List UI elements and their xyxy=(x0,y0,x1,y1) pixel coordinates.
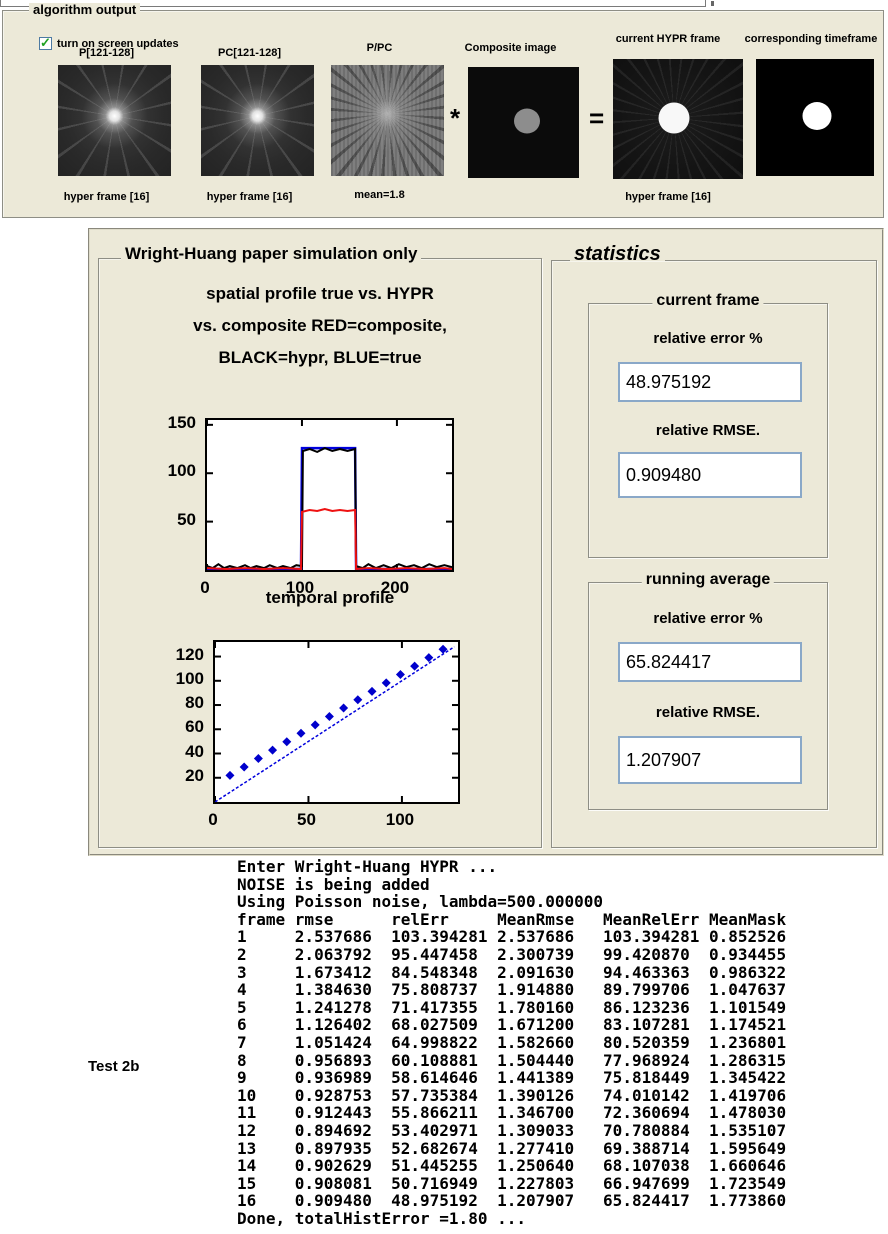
description-line-2: vs. composite RED=composite, xyxy=(193,316,447,335)
scatter-diamond-marker xyxy=(381,678,391,688)
current-rmse-field[interactable] xyxy=(618,452,802,498)
scatter-diamond-marker xyxy=(282,737,292,747)
multiply-operator: * xyxy=(450,103,461,133)
fig-caption-ppc: mean=1.8 xyxy=(354,189,405,201)
statistics-title: statistics xyxy=(570,244,665,264)
y-axis-tick-label: 100 xyxy=(167,461,196,481)
y-axis-tick-label: 100 xyxy=(175,668,204,688)
scatter-diamond-marker xyxy=(310,720,320,730)
scatter-diamond-marker xyxy=(268,745,278,755)
scatter-diamond-marker xyxy=(253,753,263,763)
fig-caption-p: hyper frame [16] xyxy=(63,191,150,203)
fig-title-timeframe: corresponding timeframe xyxy=(744,33,878,45)
test-label: Test 2b xyxy=(88,1058,140,1075)
image-p-over-pc xyxy=(331,65,444,176)
hypr-circle xyxy=(658,102,690,134)
y-axis-tick-label: 60 xyxy=(185,717,204,737)
spatial-profile-chart: 50 100 150 0 100 200 xyxy=(150,400,480,600)
image-p xyxy=(58,65,171,176)
current-frame-panel: current frame xyxy=(588,293,828,558)
y-axis-tick-label: 40 xyxy=(185,741,204,761)
console-output: Enter Wright-Huang HYPR ... NOISE is bei… xyxy=(237,857,787,1228)
running-average-panel: running average xyxy=(588,572,828,810)
scatter-diamond-marker xyxy=(239,762,249,772)
scatter-diamond-marker xyxy=(438,644,448,654)
spatial-plot-area xyxy=(205,418,454,572)
temporal-profile-chart: 20 40 60 80 100 120 0 50 100 xyxy=(150,626,480,841)
running-rmse-label: relative RMSE. xyxy=(655,704,761,721)
scatter-diamond-marker xyxy=(424,653,434,663)
scatter-diamond-marker xyxy=(367,686,377,696)
series-true xyxy=(207,446,452,571)
x-axis-tick-label: 200 xyxy=(380,578,410,597)
image-pc xyxy=(201,65,314,176)
description-line-3: BLACK=hypr, BLUE=true xyxy=(218,348,422,367)
checkbox-checked-icon[interactable]: ✓ xyxy=(39,35,52,50)
x-axis-tick-label: 50 xyxy=(296,810,316,829)
description-line-1: spatial profile true vs. HYPR xyxy=(206,284,434,303)
image-current-hypr-frame xyxy=(613,59,743,179)
scatter-diamond-marker xyxy=(225,770,235,780)
wright-huang-title: Wright-Huang paper simulation only xyxy=(121,245,422,262)
fig-title-composite: Composite image xyxy=(464,42,557,54)
series-hypr xyxy=(206,447,453,570)
statistics-panel: statistics xyxy=(551,244,877,848)
current-frame-title: current frame xyxy=(652,293,764,309)
fig-title-ppc: P/PC xyxy=(366,42,393,54)
running-average-title: running average xyxy=(641,572,775,588)
fig-title-p: P[121-128] xyxy=(78,47,135,59)
y-axis-tick-label: 120 xyxy=(175,644,204,664)
image-composite xyxy=(468,67,579,178)
y-axis-tick-label: 80 xyxy=(185,693,204,713)
series-identity-line xyxy=(214,646,455,803)
composite-circle xyxy=(513,108,540,134)
current-rmse-label: relative RMSE. xyxy=(655,422,761,439)
scatter-diamond-marker xyxy=(395,669,405,679)
equals-operator: = xyxy=(589,103,605,133)
fig-caption-hypr: hyper frame [16] xyxy=(625,191,711,203)
checkbox-label: turn on screen updates xyxy=(57,37,179,50)
current-relative-error-label: relative error % xyxy=(653,330,763,347)
algorithm-output-title: algorithm output xyxy=(29,3,141,17)
scatter-diamond-marker xyxy=(324,712,334,722)
fig-title-hypr: current HYPR frame xyxy=(615,33,721,45)
y-axis-tick-label: 50 xyxy=(177,509,196,529)
wright-huang-panel: Wright-Huang paper simulation only xyxy=(98,245,542,848)
algorithm-output-panel: algorithm output ✓ turn on screen update… xyxy=(2,3,884,218)
temporal-plot-area xyxy=(213,640,460,804)
image-corresponding-timeframe xyxy=(756,59,874,176)
running-relative-error-field[interactable] xyxy=(618,642,802,682)
screen-updates-checkbox[interactable]: ✓ turn on screen updates xyxy=(39,35,179,50)
x-axis-tick-label: 0 xyxy=(200,578,210,597)
y-axis-tick-label: 150 xyxy=(167,412,196,432)
x-axis-tick-label: 100 xyxy=(285,578,315,597)
scatter-diamond-marker xyxy=(296,728,306,738)
x-axis-tick-label: 0 xyxy=(208,810,218,829)
running-relative-error-label: relative error % xyxy=(653,610,763,627)
fig-title-pc: PC[121-128] xyxy=(218,47,281,59)
series-composite xyxy=(206,507,453,571)
scatter-diamond-marker xyxy=(353,695,363,705)
clipped-widget-top xyxy=(0,0,706,7)
temporal-profile-title: temporal profile xyxy=(265,588,395,607)
x-axis-tick-label: 100 xyxy=(385,810,415,829)
spatial-plot-svg xyxy=(206,420,453,571)
fig-caption-pc: hyper frame [16] xyxy=(206,191,293,203)
temporal-plot-svg xyxy=(214,642,458,803)
current-relative-error-field[interactable] xyxy=(618,362,802,402)
scatter-diamond-marker xyxy=(339,703,349,713)
profile-description: spatial profile true vs. HYPR vs. compos… xyxy=(100,278,540,374)
timeframe-circle xyxy=(802,102,832,131)
check-icon: ✓ xyxy=(40,35,51,50)
scatter-diamond-marker xyxy=(410,661,420,671)
running-rmse-field[interactable] xyxy=(618,736,802,784)
y-axis-tick-label: 20 xyxy=(185,765,204,785)
clipped-widget-mark xyxy=(711,1,714,6)
